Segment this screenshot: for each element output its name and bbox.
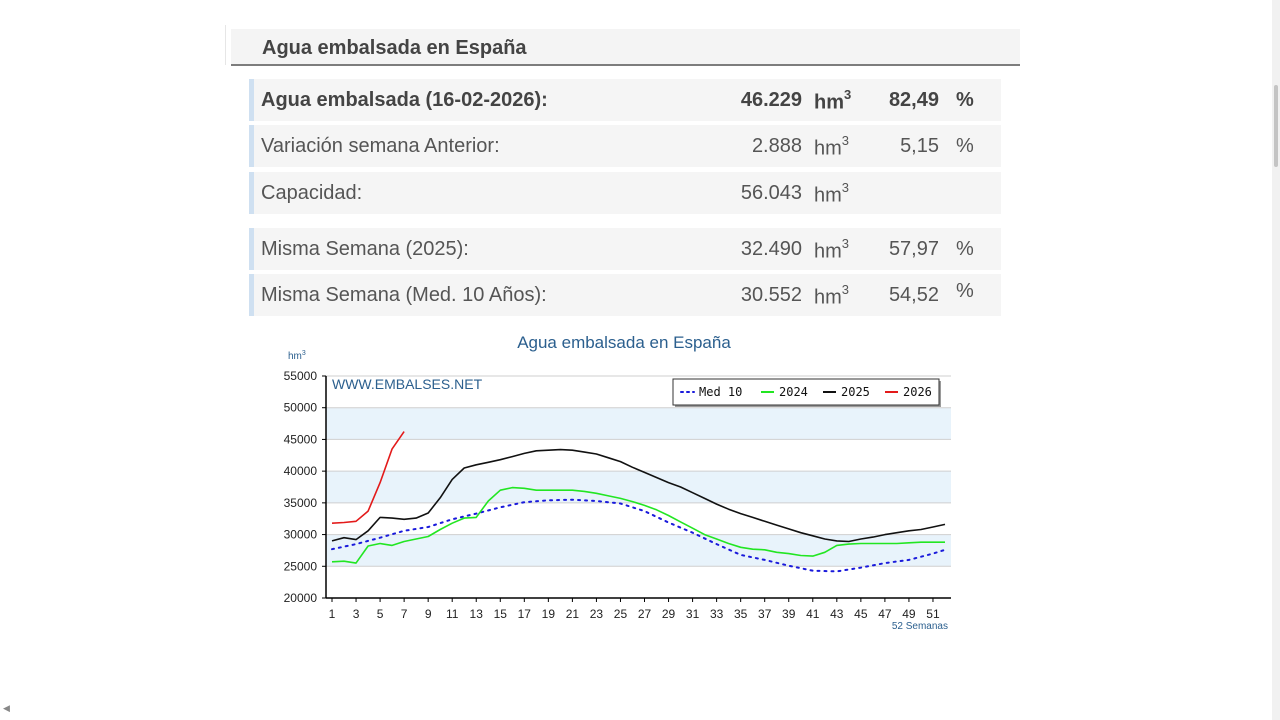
y-tick-label: 45000 — [284, 432, 318, 446]
chart-watermark: WWW.EMBALSES.NET — [332, 376, 483, 392]
stat-percent: 57,97 — [888, 238, 939, 260]
stat-value: 32.490 — [740, 238, 802, 260]
chart-svg: Agua embalsada en España hm3 20000 25000 3… — [284, 333, 951, 632]
series-line-2024 — [331, 486, 945, 564]
x-tick-label: 11 — [446, 607, 459, 621]
stat-label: Misma Semana (Med. 10 Años): — [261, 284, 547, 306]
chart-legend: Med 10 2024 2025 2026 — [672, 378, 941, 407]
chart-title: Agua embalsada en España — [517, 333, 731, 352]
stat-row-same-week-2025: Misma Semana (2025): 32.490 hm3 57,97 % — [249, 228, 1001, 270]
x-tick-label: 23 — [590, 607, 604, 621]
stat-unit: hm3 — [814, 282, 850, 309]
percent-sign: % — [956, 238, 974, 260]
legend-label: 2026 — [903, 385, 932, 399]
stat-value: 2.888 — [751, 135, 802, 157]
grid-band — [326, 407, 951, 440]
stat-row-capacity: Capacidad: 56.043 hm3 — [249, 172, 1001, 214]
stat-unit: hm3 — [814, 236, 850, 263]
y-tick-label: 30000 — [284, 528, 318, 542]
stat-unit: hm3 — [814, 180, 850, 207]
x-tick-label: 9 — [425, 607, 432, 621]
stat-label: Agua embalsada (16-02-2026): — [261, 89, 548, 111]
percent-sign: % — [956, 280, 974, 302]
x-tick-label: 15 — [494, 607, 508, 621]
y-tick-label: 20000 — [284, 591, 318, 605]
legend-label: Med 10 — [699, 385, 742, 399]
x-tick-label: 31 — [686, 607, 700, 621]
stat-percent: 5,15 — [900, 135, 939, 157]
y-axis-unit: hm3 — [288, 350, 306, 362]
stat-percent: 54,52 — [888, 284, 939, 306]
x-tick-label: 41 — [806, 607, 820, 621]
stat-row-variation: Variación semana Anterior: 2.888 hm3 5,1… — [249, 125, 1001, 167]
x-tick-label: 13 — [470, 607, 484, 621]
x-tick-label: 5 — [377, 607, 384, 621]
scrollbar-thumb[interactable] — [1274, 85, 1278, 167]
x-tick-label: 51 — [926, 607, 940, 621]
x-tick-label: 27 — [638, 607, 652, 621]
x-tick-label: 37 — [758, 607, 772, 621]
x-tick-label: 17 — [518, 607, 532, 621]
scroll-left-arrow-icon[interactable]: ◀ — [3, 703, 10, 713]
x-tick-label: 19 — [542, 607, 556, 621]
x-tick-label: 29 — [662, 607, 676, 621]
x-tick-label: 45 — [854, 607, 868, 621]
stat-value: 56.043 — [740, 182, 802, 204]
x-tick-label: 1 — [329, 607, 336, 621]
stat-percent: 82,49 — [888, 89, 939, 111]
series-line-med-10 — [331, 498, 946, 573]
y-tick-label: 25000 — [284, 559, 318, 573]
stat-unit: hm3 — [814, 87, 852, 114]
x-tick-label: 35 — [734, 607, 748, 621]
x-axis-label: 52 Semanas — [892, 621, 948, 632]
y-tick-label: 50000 — [284, 401, 318, 415]
stat-value: 46.229 — [740, 89, 802, 111]
section-header: Agua embalsada en España — [231, 29, 1020, 66]
reservoir-chart: Agua embalsada en España hm3 20000 25000 3… — [260, 325, 970, 640]
y-tick-label: 55000 — [284, 369, 318, 383]
page-left-rule — [225, 25, 226, 65]
stat-label: Capacidad: — [261, 182, 363, 204]
section-title: Agua embalsada en España — [262, 37, 527, 59]
x-tick-label: 39 — [782, 607, 796, 621]
x-tick-label: 21 — [566, 607, 580, 621]
stat-unit: hm3 — [814, 133, 850, 160]
x-tick-label: 7 — [401, 607, 408, 621]
x-tick-label: 25 — [614, 607, 628, 621]
x-tick-label: 47 — [878, 607, 892, 621]
x-tick-label: 43 — [830, 607, 844, 621]
x-tick-label: 33 — [710, 607, 724, 621]
stat-row-current: Agua embalsada (16-02-2026): 46.229 hm3 … — [249, 79, 1001, 121]
vertical-scrollbar[interactable] — [1272, 0, 1280, 720]
stat-label: Variación semana Anterior: — [261, 135, 500, 157]
stat-row-same-week-10yr: Misma Semana (Med. 10 Años): 30.552 hm3 … — [249, 274, 1001, 316]
percent-sign: % — [956, 89, 974, 111]
x-tick-label: 49 — [902, 607, 916, 621]
legend-label: 2024 — [779, 385, 808, 399]
series-line-2026 — [331, 431, 405, 524]
plot-area: 20000 25000 30000 35000 40000 45000 50000 55000… — [284, 369, 951, 621]
legend-label: 2025 — [841, 385, 870, 399]
series-line-2025 — [331, 448, 946, 543]
y-tick-label: 40000 — [284, 464, 318, 478]
x-tick-label: 3 — [353, 607, 360, 621]
stat-value: 30.552 — [740, 284, 802, 306]
percent-sign: % — [956, 135, 974, 157]
y-tick-label: 35000 — [284, 496, 318, 510]
grid-band — [326, 471, 951, 503]
grid-band — [326, 534, 951, 567]
stat-label: Misma Semana (2025): — [261, 238, 469, 260]
